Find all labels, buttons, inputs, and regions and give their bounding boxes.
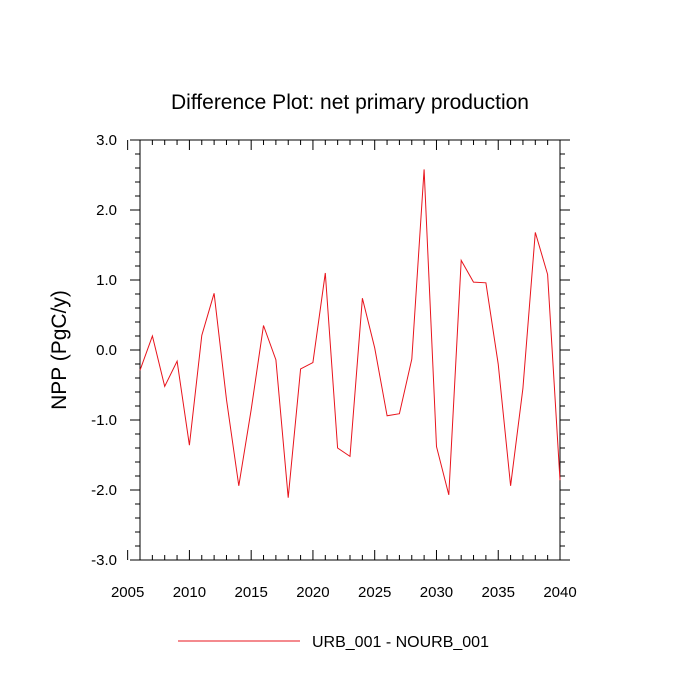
legend: URB_001 - NOURB_001: [178, 634, 489, 651]
chart-title: Difference Plot: net primary production: [171, 91, 529, 114]
y-tick-label: 3.0: [96, 132, 117, 149]
y-tick-label: -2.0: [91, 482, 117, 499]
x-tick-label: 2015: [234, 584, 267, 601]
y-axis-label: NPP (PgC/y): [48, 290, 71, 410]
legend-label: URB_001 - NOURB_001: [312, 634, 489, 651]
y-tick-label: -1.0: [91, 412, 117, 429]
plot-frame: [139, 139, 561, 561]
x-tick-label: 2005: [111, 584, 144, 601]
y-tick-label: 2.0: [96, 202, 117, 219]
x-tick-label: 2035: [482, 584, 515, 601]
x-tick-label: 2030: [420, 584, 453, 601]
series-line: [139, 169, 561, 498]
x-tick-label: 2025: [358, 584, 391, 601]
x-tick-label: 2040: [543, 584, 576, 601]
y-tick-label: 0.0: [96, 342, 117, 359]
y-tick-label: -3.0: [91, 552, 117, 569]
x-tick-label: 2010: [173, 584, 206, 601]
x-tick-label: 2020: [296, 584, 329, 601]
y-tick-label: 1.0: [96, 272, 117, 289]
plot-area: 2005 2010 2015 2020 2025 2030 2035 2040 -3.0 -2.0…: [91, 132, 577, 601]
